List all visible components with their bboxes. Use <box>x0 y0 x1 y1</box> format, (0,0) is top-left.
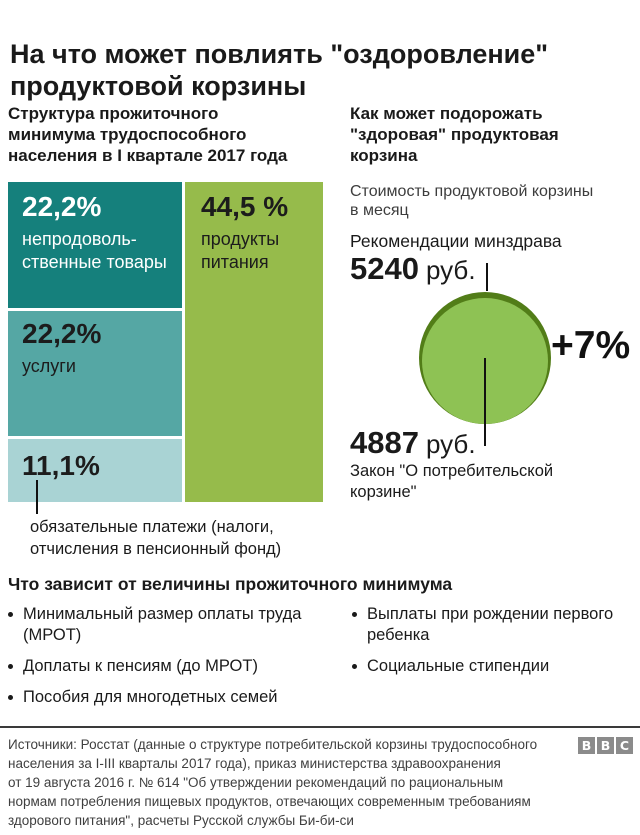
center-connector-line <box>484 358 486 446</box>
delta-percent-label: +7% <box>551 324 631 367</box>
list-item: Пособия для многодетных семей <box>8 687 343 708</box>
dependencies-list-left: Минимальный размер оплаты труда (МРОТ) Д… <box>8 604 343 718</box>
bullet-icon <box>352 612 357 617</box>
services-label: услуги <box>22 356 76 376</box>
nonfood-label: непродоволь- ственные товары <box>22 229 167 272</box>
bbc-logo: B B C <box>578 737 633 754</box>
list-item-label: Минимальный размер оплаты труда (МРОТ) <box>23 605 302 644</box>
bullet-icon <box>352 664 357 669</box>
bullet-icon <box>8 695 13 700</box>
treemap-block-payments: 11,1% <box>8 439 182 502</box>
treemap-section-title: Структура прожиточного минимума трудоспо… <box>8 104 288 165</box>
payments-connector-line <box>36 480 38 514</box>
law-value: 4887 руб. <box>350 425 476 461</box>
bullet-icon <box>8 612 13 617</box>
treemap-chart: 22,2% непродоволь- ственные товары 22,2%… <box>8 182 323 502</box>
sources-text: Источники: Росстат (данные о структуре п… <box>8 737 538 828</box>
services-value: 22,2% <box>22 318 102 349</box>
list-item-label: Доплаты к пенсиям (до МРОТ) <box>23 657 258 675</box>
dependencies-section-title: Что зависит от величины прожиточного мин… <box>8 574 453 594</box>
treemap-block-nonfood: 22,2% непродоволь- ственные товары <box>8 182 182 308</box>
recommendation-value: 5240 руб. <box>350 251 476 287</box>
footer-divider <box>0 726 640 728</box>
recommendation-unit: руб. <box>425 255 476 285</box>
bbc-logo-letter: C <box>616 737 633 754</box>
cost-caption: Стоимость продуктовой корзины в месяц <box>350 183 594 219</box>
list-item: Социальные стипендии <box>352 656 640 677</box>
treemap-block-services: 22,2% услуги <box>8 311 182 436</box>
list-item: Выплаты при рождении первого ребенка <box>352 604 640 646</box>
food-value: 44,5 % <box>201 191 289 222</box>
circle-section-title: Как может подорожать "здоровая" продукто… <box>350 104 559 165</box>
bullet-icon <box>8 664 13 669</box>
list-item: Минимальный размер оплаты труда (МРОТ) <box>8 604 343 646</box>
recommendation-amount: 5240 <box>350 251 419 286</box>
recommendation-label: Рекомендации минздрава <box>350 231 562 251</box>
payments-value: 11,1% <box>22 450 100 481</box>
list-item-label: Социальные стипендии <box>367 657 550 675</box>
dependencies-list-right: Выплаты при рождении первого ребенка Соц… <box>352 604 640 687</box>
food-label: продукты питания <box>201 229 280 272</box>
page-title: На что может повлиять "оздоровление" про… <box>10 39 549 102</box>
law-label: Закон "О потребительской корзине" <box>350 462 554 501</box>
bbc-logo-letter: B <box>597 737 614 754</box>
payments-footnote: обязательные платежи (налоги, отчисления… <box>30 518 282 558</box>
bbc-logo-letter: B <box>578 737 595 754</box>
law-amount: 4887 <box>350 425 419 460</box>
nonfood-value: 22,2% <box>22 191 102 222</box>
top-connector-line <box>486 263 488 291</box>
list-item-label: Пособия для многодетных семей <box>23 688 278 706</box>
treemap-block-food: 44,5 % продукты питания <box>185 182 323 502</box>
list-item-label: Выплаты при рождении первого ребенка <box>367 605 614 644</box>
law-unit: руб. <box>425 429 476 459</box>
list-item: Доплаты к пенсиям (до МРОТ) <box>8 656 343 677</box>
